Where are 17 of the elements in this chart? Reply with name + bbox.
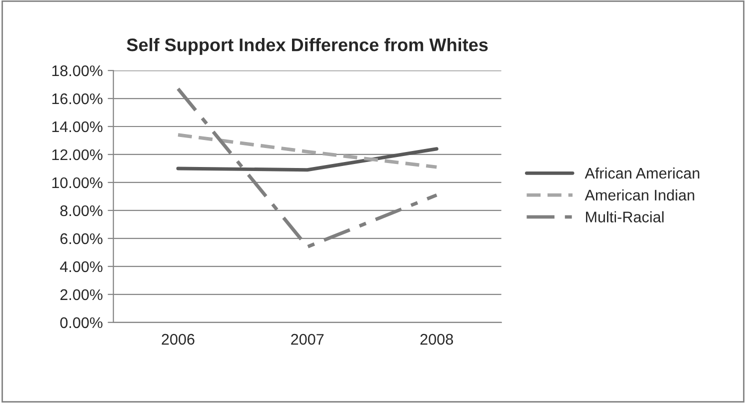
x-tick-label: 2008 — [420, 334, 453, 345]
y-tick-label: 0.00% — [60, 317, 102, 328]
y-tick-label: 8.00% — [60, 205, 102, 216]
y-tick-label: 16.00% — [52, 93, 102, 104]
chart-title: Self Support Index Difference from Whites — [126, 38, 488, 55]
legend-label: American Indian — [584, 189, 694, 201]
x-tick-label: 2007 — [291, 334, 324, 345]
y-tick-label: 6.00% — [60, 233, 102, 244]
x-tick-label: 2006 — [162, 334, 194, 345]
y-tick-label: 2.00% — [60, 289, 102, 300]
legend-label: Multi-Racial — [586, 211, 664, 222]
legend-label: African American — [584, 167, 700, 179]
y-tick-label: 14.00% — [52, 121, 102, 132]
y-tick-label: 10.00% — [52, 177, 102, 188]
y-tick-label: 12.00% — [52, 149, 102, 160]
y-tick-label: 18.00% — [52, 65, 102, 76]
y-tick-label: 4.00% — [60, 261, 102, 272]
